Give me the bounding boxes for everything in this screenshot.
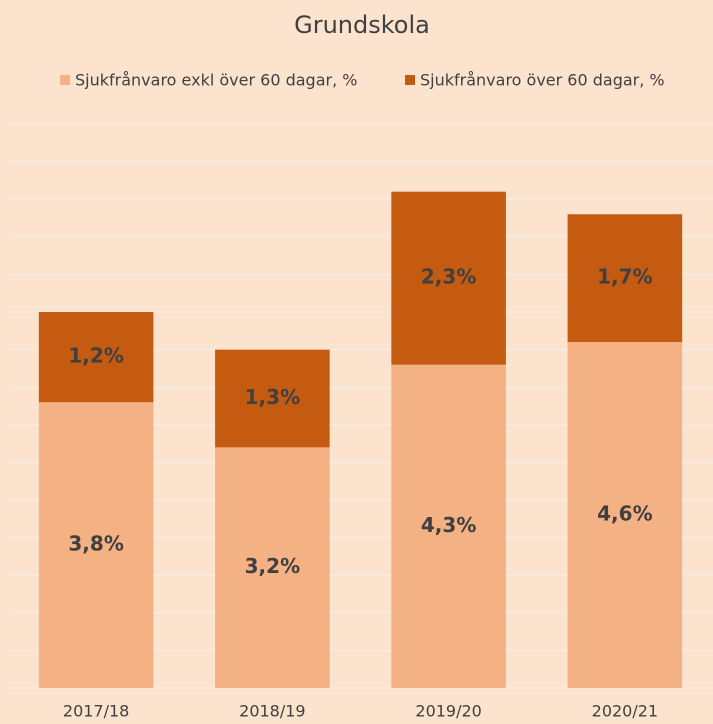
bar-segment	[215, 349, 330, 448]
x-tick-label: 2020/21	[592, 702, 658, 721]
bar-segment	[391, 364, 506, 688]
bar-segment	[38, 402, 154, 688]
x-tick-label: 2017/18	[63, 702, 129, 721]
data-label: 3,8%	[68, 532, 123, 556]
bar-segment	[567, 342, 683, 688]
data-label: 1,2%	[68, 344, 123, 368]
data-label: 4,3%	[421, 513, 476, 537]
bar-segment	[391, 191, 506, 365]
data-label: 2,3%	[421, 265, 476, 289]
x-tick-label: 2019/20	[415, 702, 481, 721]
legend-swatch	[405, 75, 415, 85]
bar-segment	[567, 214, 683, 343]
legend-label: Sjukfrånvaro exkl över 60 dagar, %	[75, 71, 357, 90]
legend-label: Sjukfrånvaro över 60 dagar, %	[420, 71, 665, 90]
x-tick-label: 2018/19	[239, 702, 305, 721]
bar-segment	[38, 312, 154, 403]
legend-swatch	[60, 75, 70, 85]
data-label: 4,6%	[597, 502, 652, 526]
bar-segment	[215, 447, 330, 688]
data-label: 3,2%	[245, 554, 300, 578]
chart-title: Grundskola	[294, 11, 430, 39]
data-label: 1,7%	[597, 265, 652, 289]
data-label: 1,3%	[245, 385, 300, 409]
